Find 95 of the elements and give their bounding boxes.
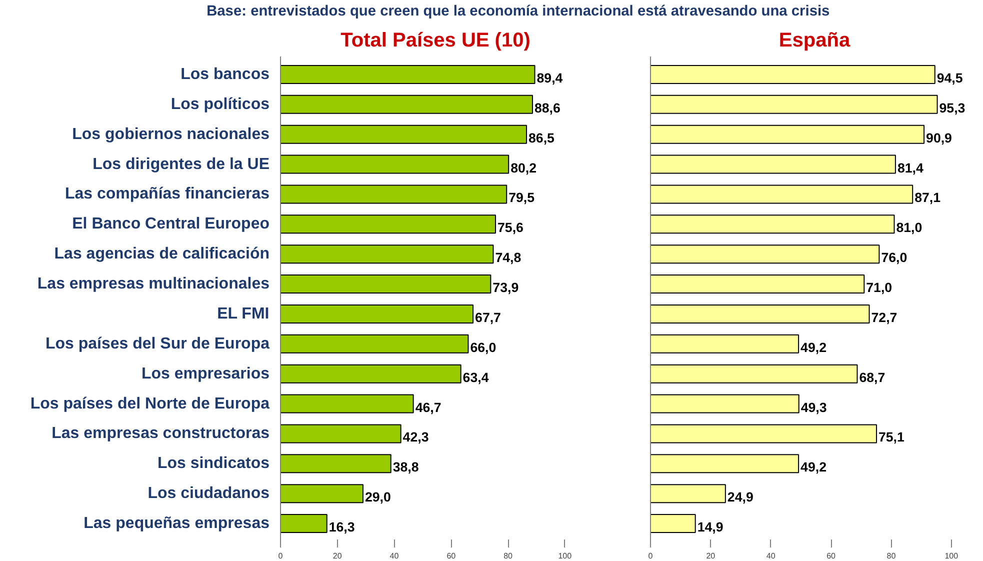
bar — [280, 184, 508, 204]
data-label: 74,8 — [495, 250, 522, 266]
data-label: 81,0 — [896, 220, 922, 236]
bar — [280, 424, 402, 444]
x-tick-label: 0 — [278, 552, 284, 560]
bar — [650, 64, 936, 84]
data-label: 46,7 — [415, 400, 442, 415]
bar — [280, 454, 392, 474]
x-tick-label: 60 — [446, 552, 456, 560]
bar — [650, 334, 800, 354]
bar — [280, 484, 364, 504]
data-label: 24,9 — [727, 490, 754, 505]
data-label: 72,7 — [871, 310, 898, 325]
y-tick-label: Los dirigentes de la UE — [92, 156, 270, 173]
bar — [650, 304, 870, 324]
bar — [650, 154, 896, 174]
bar — [280, 274, 492, 294]
y-tick-label: Las empresas multinacionales — [37, 276, 270, 293]
data-label: 14,9 — [697, 520, 724, 535]
bar — [280, 514, 328, 534]
x-tick-label: 100 — [558, 552, 572, 560]
data-label: 67,7 — [475, 310, 501, 325]
data-label: 49,3 — [800, 400, 827, 415]
data-label: 75,6 — [498, 220, 524, 236]
bar — [280, 214, 496, 234]
bar — [650, 124, 925, 144]
y-tick-label: Los ciudadanos — [148, 485, 270, 502]
data-label: 16,3 — [328, 520, 355, 535]
bar — [280, 64, 536, 84]
y-tick-label: Los empresarios — [141, 365, 270, 382]
bar — [280, 244, 494, 264]
bar — [280, 394, 414, 414]
data-label: 80,2 — [510, 160, 537, 176]
bar — [650, 484, 726, 504]
data-label: 49,2 — [800, 340, 827, 355]
bar — [280, 154, 510, 174]
x-tick-label: 20 — [332, 552, 342, 560]
bar — [650, 214, 895, 234]
y-tick-label: Los sindicatos — [157, 455, 270, 472]
data-label: 63,4 — [462, 370, 490, 385]
data-label: 87,1 — [914, 190, 942, 206]
bar — [280, 94, 533, 114]
x-tick-label: 20 — [706, 552, 716, 560]
data-label: 68,7 — [859, 370, 886, 385]
y-tick-label: El Banco Central Europeo — [72, 216, 270, 233]
bar — [650, 454, 800, 474]
x-tick-label: 40 — [766, 552, 776, 560]
bar — [650, 94, 938, 114]
data-label: 38,8 — [392, 460, 419, 475]
chart-subtitle: Base: entrevistados que creen que la economía internacional está atravesando una crisis — [206, 4, 830, 20]
bar — [650, 424, 877, 444]
bar — [280, 364, 462, 384]
y-tick-label: Las pequeñas empresas — [84, 515, 270, 532]
data-label: 66,0 — [470, 340, 496, 355]
bar — [650, 394, 800, 414]
data-label: 81,4 — [897, 160, 924, 176]
x-tick-label: 80 — [504, 552, 514, 560]
y-tick-label: Las agencias de calificación — [54, 246, 270, 263]
bar — [280, 124, 528, 144]
data-label: 71,0 — [866, 280, 892, 296]
data-label: 90,9 — [926, 130, 952, 146]
x-tick-label: 40 — [390, 552, 400, 560]
bar — [280, 334, 469, 354]
y-tick-label: Los políticos — [170, 96, 270, 113]
y-tick-label: EL FMI — [217, 305, 270, 322]
y-tick-label: Las compañías financieras — [64, 186, 270, 203]
data-label: 89,4 — [536, 70, 564, 86]
data-label: 88,6 — [534, 100, 560, 116]
data-label: 95,3 — [939, 100, 966, 116]
chart-title: España — [778, 30, 851, 52]
y-tick-label: Los países del Sur de Europa — [45, 335, 270, 352]
chart-title: Total Países UE (10) — [340, 30, 530, 52]
data-label: 73,9 — [492, 280, 519, 296]
bar — [650, 364, 858, 384]
y-tick-label: Las empresas constructoras — [52, 425, 270, 442]
data-label: 76,0 — [881, 250, 908, 266]
y-tick-label: Los gobiernos nacionales — [72, 126, 270, 143]
y-tick-label: Los países del Norte de Europa — [30, 395, 270, 412]
bar — [650, 244, 880, 264]
data-label: 79,5 — [508, 190, 536, 206]
data-label: 94,5 — [936, 70, 964, 86]
x-tick-label: 0 — [648, 552, 654, 560]
bar — [650, 274, 865, 294]
x-tick-label: 80 — [886, 552, 896, 560]
data-label: 42,3 — [402, 430, 429, 445]
x-tick-label: 60 — [826, 552, 836, 560]
data-label: 49,2 — [800, 460, 827, 475]
bar — [280, 304, 474, 324]
bar — [650, 184, 914, 204]
data-label: 86,5 — [528, 130, 556, 146]
data-label: 29,0 — [364, 490, 391, 505]
bar — [650, 514, 696, 534]
y-tick-label: Los bancos — [180, 66, 270, 83]
x-tick-label: 100 — [944, 552, 959, 560]
data-label: 75,1 — [878, 430, 906, 445]
